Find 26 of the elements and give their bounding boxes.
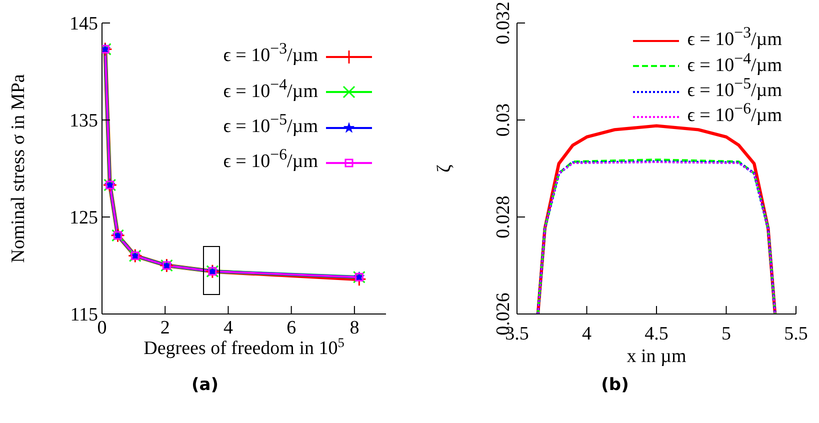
legend-label: ϵ = 10$^{−5}$/µm xyxy=(223,112,318,137)
x-tick-label: 4 xyxy=(582,323,592,344)
x-tick-label: 4.5 xyxy=(644,323,668,344)
x-axis-title: x in µm xyxy=(626,346,686,367)
x-tick-label: 8 xyxy=(350,317,360,338)
legend-label: ϵ = 10$^{−6}$/µm xyxy=(687,100,782,126)
y-tick-label: 135 xyxy=(70,110,98,132)
legend-label: ϵ = 10$^{−4}$/µm xyxy=(223,76,318,102)
legend-label: ϵ = 10$^{−6}$/µm xyxy=(223,146,318,172)
x-tick-label: 5.5 xyxy=(784,323,808,344)
y-tick-label: 0.028 xyxy=(493,196,514,238)
x-tick-label: 0 xyxy=(97,317,107,338)
legend-label: ϵ = 10$^{−3}$/µm xyxy=(687,25,782,50)
text: (b) xyxy=(600,375,630,395)
legend-label: ϵ = 10$^{−3}$/µm xyxy=(223,41,318,66)
y-tick-label: 0.03 xyxy=(493,103,514,137)
y-tick-label: 0.032 xyxy=(493,2,514,44)
y-tick-label: 145 xyxy=(70,14,98,35)
y-axis-title: Nominal stress σ in MPa xyxy=(8,74,29,263)
y-tick-label: 115 xyxy=(70,304,98,326)
legend-label: ϵ = 10$^{−5}$/µm xyxy=(687,76,782,101)
y-tick-label: 125 xyxy=(70,208,98,229)
text: (a) xyxy=(190,375,220,395)
legend-label: ϵ = 10$^{−4}$/µm xyxy=(687,50,782,76)
y-axis-title: ζ xyxy=(434,164,455,172)
x-tick-label: 5 xyxy=(722,323,731,344)
